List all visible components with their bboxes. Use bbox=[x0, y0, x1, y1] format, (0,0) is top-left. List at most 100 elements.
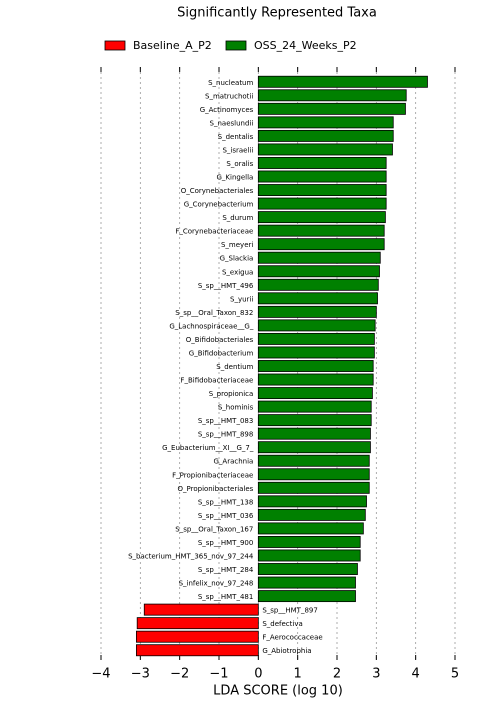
bar bbox=[257, 265, 380, 278]
bar bbox=[257, 346, 375, 359]
bar bbox=[257, 89, 407, 102]
x-tick-label: 0 bbox=[254, 667, 262, 682]
category-label: G_Arachnia bbox=[213, 458, 253, 466]
category-label: G_Corynebacterium bbox=[184, 201, 254, 209]
bar bbox=[257, 522, 364, 535]
bar bbox=[257, 590, 356, 603]
x-tick-label: −1 bbox=[209, 667, 228, 682]
bar bbox=[257, 251, 381, 264]
bar bbox=[257, 157, 387, 169]
category-label: G_Kingella bbox=[217, 174, 254, 182]
category-label: S_israelii bbox=[222, 146, 253, 154]
category-label: G_Bifidobacterium bbox=[189, 349, 254, 357]
legend-swatch bbox=[225, 40, 247, 51]
bar bbox=[257, 332, 375, 345]
bar bbox=[257, 441, 371, 454]
x-tick-label: 4 bbox=[412, 667, 420, 682]
category-label: S_sp__HMT_083 bbox=[198, 417, 253, 425]
bar bbox=[257, 170, 387, 183]
bar bbox=[257, 143, 393, 156]
bar bbox=[257, 563, 358, 575]
x-tick-label: 2 bbox=[333, 667, 341, 682]
category-label: S_sp__HMT_036 bbox=[198, 512, 254, 520]
category-label: S_sp__HMT_138 bbox=[198, 498, 253, 506]
category-label: F_Bifidobacteriaceae bbox=[180, 377, 253, 385]
bar bbox=[257, 129, 394, 142]
x-tick-label: 5 bbox=[451, 667, 459, 682]
bar bbox=[257, 102, 406, 115]
legend-label: OSS_24_Weeks_P2 bbox=[254, 39, 357, 52]
category-label: S_nucleatum bbox=[208, 79, 253, 87]
bar bbox=[257, 414, 372, 427]
bar bbox=[257, 454, 370, 467]
category-label: S_bacterium_HMT_365_nov_97_244 bbox=[128, 552, 254, 560]
bar bbox=[257, 468, 370, 481]
category-label: S_matruchotii bbox=[205, 92, 253, 100]
bar bbox=[257, 549, 361, 562]
category-label: S_sp__HMT_481 bbox=[198, 593, 253, 601]
bar bbox=[257, 224, 385, 237]
category-label: S_naeslundii bbox=[210, 119, 254, 127]
bar bbox=[257, 427, 371, 440]
bar bbox=[257, 184, 387, 196]
bar bbox=[257, 292, 378, 305]
category-label: G_Eubacterium__XI__G_7_ bbox=[162, 444, 254, 452]
bar bbox=[257, 278, 379, 291]
x-axis-label: LDA SCORE (log 10) bbox=[213, 684, 343, 699]
legend-swatch bbox=[104, 40, 126, 51]
category-label: G_Abiotrophia bbox=[262, 647, 311, 655]
category-label: F_Aerococcaceae bbox=[262, 634, 322, 642]
bar bbox=[136, 617, 259, 630]
category-label: S_sp__HMT_496 bbox=[198, 282, 254, 290]
x-tick-label: 3 bbox=[372, 667, 380, 682]
category-label: S_exigua bbox=[222, 268, 253, 276]
category-label: S_oralis bbox=[226, 160, 253, 168]
legend-label: Baseline_A_P2 bbox=[133, 39, 212, 52]
bar bbox=[257, 305, 377, 318]
x-tick-label: −2 bbox=[170, 667, 189, 682]
category-label: S_sp__Oral_Taxon_167 bbox=[175, 525, 253, 533]
category-label: G_Slackia bbox=[220, 255, 254, 263]
category-label: F_Corynebacteriaceae bbox=[175, 228, 253, 236]
bar bbox=[257, 238, 385, 251]
category-label: S_defectiva bbox=[262, 620, 302, 628]
bar bbox=[257, 360, 374, 372]
bar bbox=[257, 536, 361, 548]
category-label: S_hominis bbox=[218, 404, 254, 412]
category-label: O_Corynebacteriales bbox=[181, 187, 254, 195]
category-label: G_Lachnospiraceae__G_ bbox=[169, 322, 253, 330]
bar bbox=[257, 197, 387, 210]
x-tick-label: 1 bbox=[294, 667, 302, 682]
bar bbox=[257, 373, 374, 386]
category-label: O_Bifidobacteriales bbox=[186, 336, 254, 344]
category-label: S_infelix_nov_97_248 bbox=[179, 580, 254, 588]
category-label: S_sp__HMT_898 bbox=[198, 431, 253, 439]
category-label: S_meyeri bbox=[221, 241, 253, 249]
category-label: O_Propionibacteriales bbox=[178, 485, 254, 493]
category-label: S_propionica bbox=[209, 390, 254, 398]
category-label: S_dentalis bbox=[218, 133, 254, 141]
category-label: S_sp__HMT_900 bbox=[198, 539, 253, 547]
bar bbox=[257, 481, 370, 494]
bar bbox=[257, 75, 428, 88]
category-label: S_sp__HMT_284 bbox=[198, 566, 254, 574]
bar bbox=[257, 387, 373, 400]
bar bbox=[135, 644, 259, 657]
category-label: S_dentium bbox=[216, 363, 253, 371]
x-tick-label: −4 bbox=[91, 667, 110, 682]
bar bbox=[257, 400, 372, 413]
bar bbox=[257, 211, 386, 224]
category-label: S_yurii bbox=[230, 295, 253, 303]
chart-title: Significantly Represented Taxa bbox=[177, 6, 377, 21]
bar bbox=[257, 116, 394, 129]
bar bbox=[143, 603, 259, 616]
x-tick-label: −3 bbox=[131, 667, 150, 682]
category-label: F_Propionibacteriaceae bbox=[172, 471, 253, 479]
category-label: S_sp__HMT_897 bbox=[262, 607, 317, 615]
bar bbox=[257, 576, 356, 589]
bar bbox=[257, 495, 367, 508]
bar bbox=[257, 319, 376, 332]
bar bbox=[257, 508, 366, 521]
category-label: S_durum bbox=[222, 214, 253, 222]
